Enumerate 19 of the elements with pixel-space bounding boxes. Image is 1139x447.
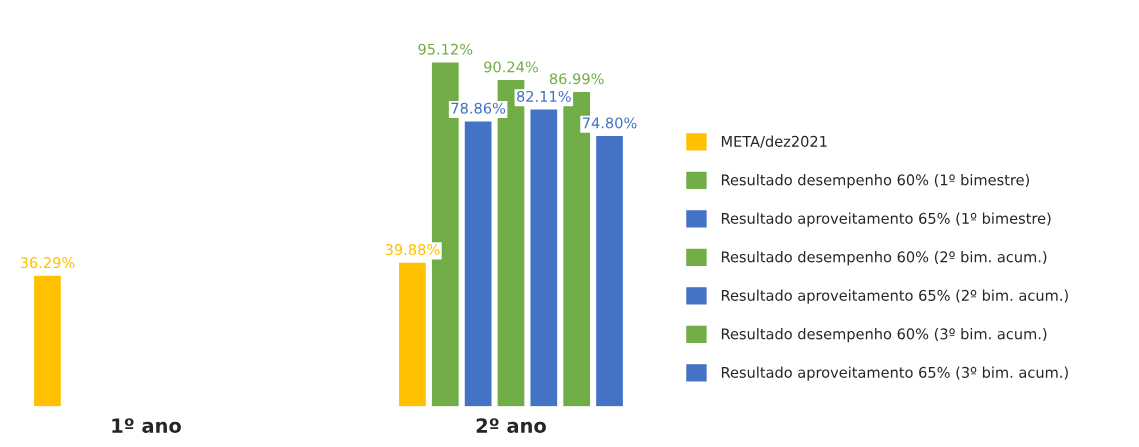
- x-tick-label: 2º ano: [476, 418, 546, 433]
- legend-label: Resultado aproveitamento 65% (2º bim. acum.): [721, 289, 1068, 304]
- data-label: 95.12%: [418, 43, 473, 55]
- bar: [594, 134, 625, 407]
- bar: [397, 261, 428, 407]
- legend-label: Resultado desempenho 60% (2º bim. acum.): [721, 251, 1047, 266]
- legend-label: Resultado aproveitamento 65% (1º bimestre): [721, 212, 1051, 227]
- data-label: 82.11%: [517, 90, 571, 102]
- data-label: 86.99%: [549, 73, 604, 85]
- data-label: 90.24%: [484, 61, 538, 73]
- legend-label: Resultado aproveitamento 65% (3º bim. acum.): [721, 366, 1068, 381]
- data-label: 36.29%: [20, 257, 75, 269]
- x-tick-label: 1º ano: [112, 418, 181, 433]
- legend-label: META/dez2021: [721, 135, 827, 149]
- data-label: 39.88%: [385, 244, 440, 256]
- data-label: 78.86%: [451, 102, 506, 114]
- data-label: 74.80%: [582, 117, 637, 129]
- legend-label: Resultado desempenho 60% (3º bim. acum.): [721, 328, 1047, 343]
- legend-label: Resultado desempenho 60% (1º bimestre): [721, 174, 1029, 189]
